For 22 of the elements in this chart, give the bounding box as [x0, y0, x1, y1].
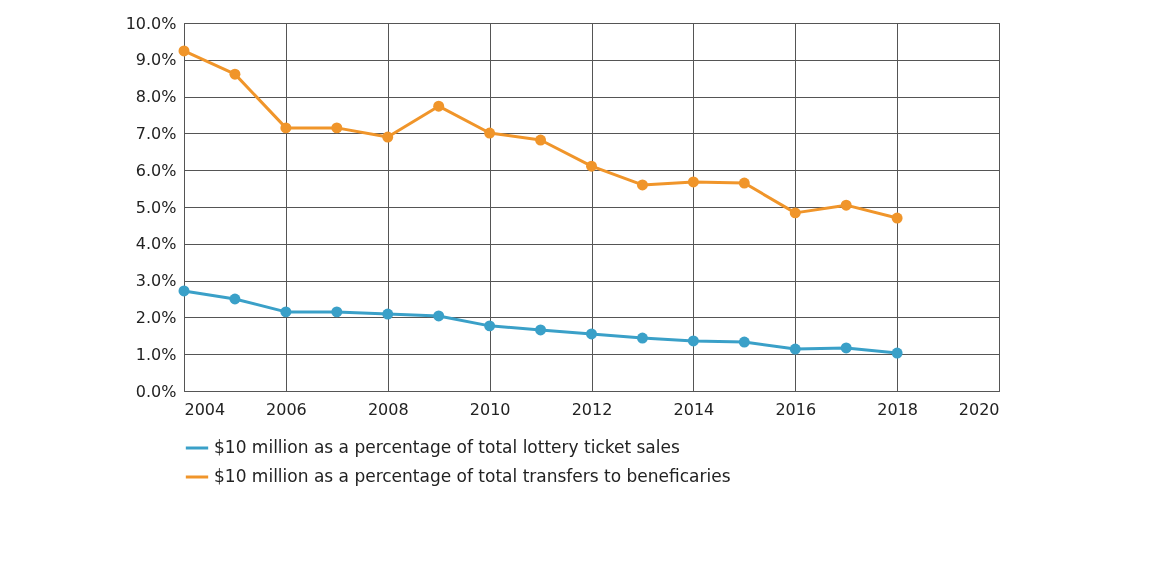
y-tick-label: 0.0%	[135, 381, 177, 401]
y-tick-label: 8.0%	[135, 87, 177, 107]
y-tick-label: 1.0%	[135, 344, 177, 364]
x-tick-label: 2018	[877, 399, 918, 419]
x-tick-label: 2004	[184, 399, 226, 419]
y-tick-label: 6.0%	[135, 160, 177, 180]
legend-label: $10 million as a percentage of total lottery ticket sales	[214, 437, 680, 457]
y-tick-label: 10.0%	[125, 13, 177, 33]
y-tick-label: 3.0%	[135, 271, 177, 291]
x-tick-label: 2010	[469, 399, 511, 419]
y-tick-label: 7.0%	[135, 123, 177, 143]
x-tick-label: 2012	[571, 399, 613, 419]
y-tick-label: 2.0%	[135, 307, 177, 327]
x-tick-label: 2016	[775, 399, 817, 419]
legend-label: $10 million as a percentage of total transfers to beneficaries	[214, 466, 731, 486]
x-tick-label: 2006	[266, 399, 307, 419]
y-tick-label: 4.0%	[135, 234, 177, 254]
y-tick-label: 9.0%	[135, 50, 177, 70]
x-tick-label: 2020	[958, 399, 1000, 419]
x-tick-label: 2008	[367, 399, 409, 419]
x-tick-label: 2014	[673, 399, 715, 419]
y-tick-label: 5.0%	[135, 197, 177, 217]
